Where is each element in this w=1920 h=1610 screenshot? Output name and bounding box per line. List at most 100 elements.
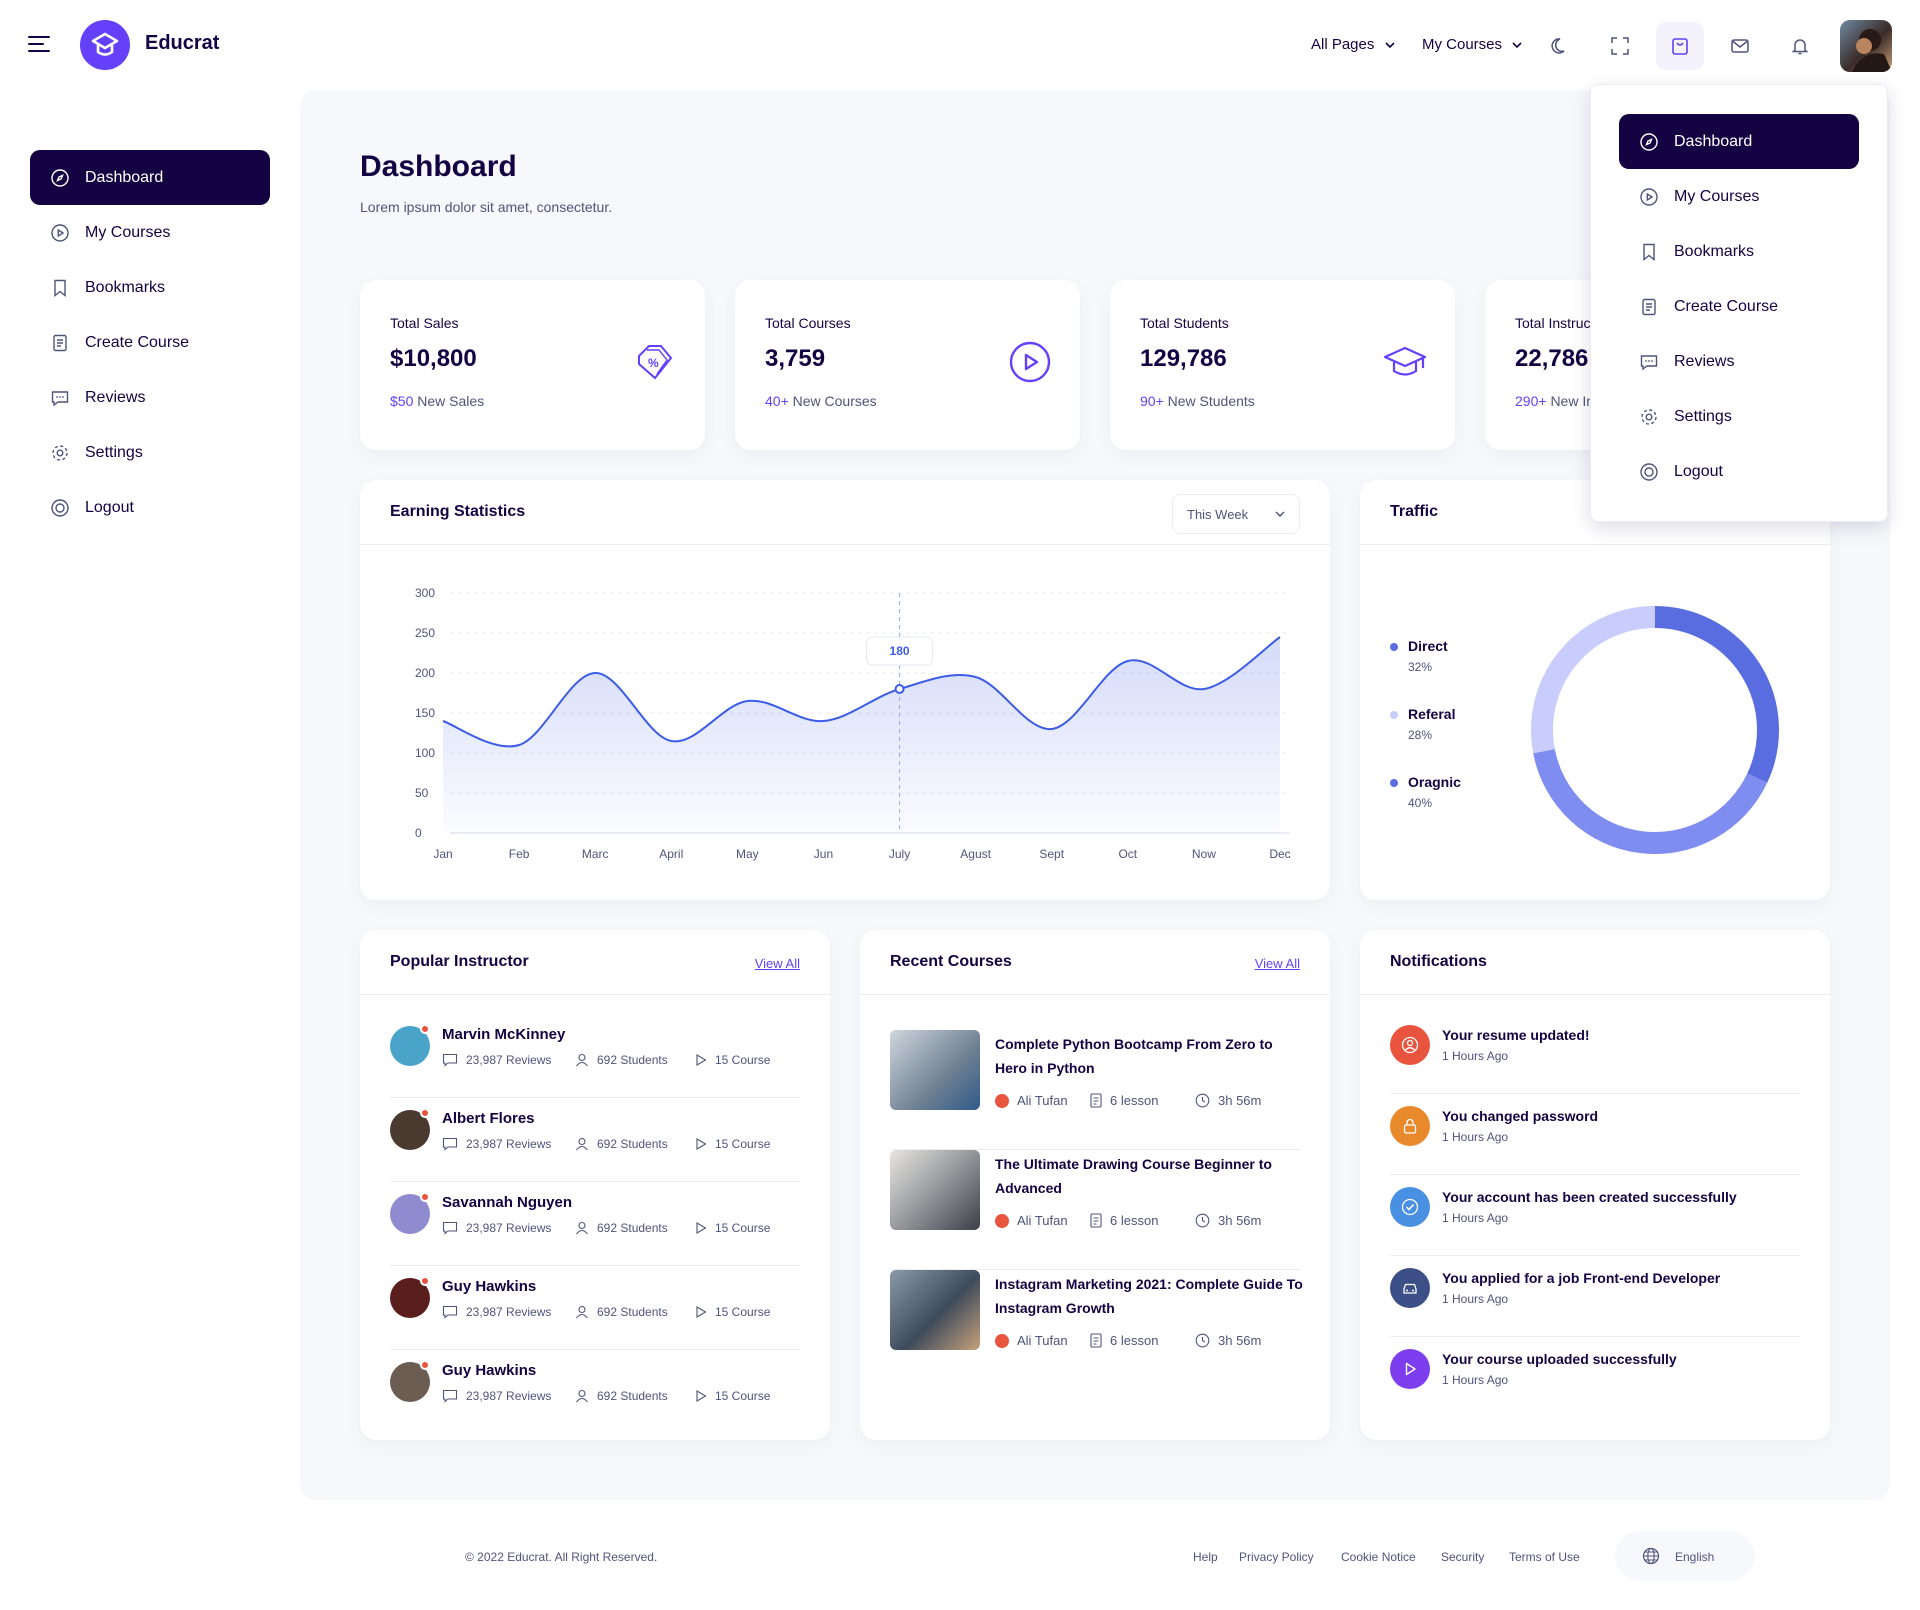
card-title: Popular Instructor (390, 953, 529, 970)
sidebar-item-settings[interactable]: Settings (30, 425, 270, 480)
user-avatar[interactable] (1840, 20, 1892, 72)
stat-card-total-students: Total Students 129,786 90+ New Students (1110, 280, 1455, 450)
sidebar-item-create-course[interactable]: Create Course (30, 315, 270, 370)
footer-link-help[interactable]: Help (1193, 1550, 1218, 1564)
dropdown-item-bookmarks[interactable]: Bookmarks (1619, 224, 1859, 279)
list-item[interactable]: Albert Flores 23,987 Reviews 692 Student… (390, 1098, 800, 1182)
chat-icon (442, 1053, 458, 1067)
nav-all-pages[interactable]: All Pages (1311, 36, 1395, 53)
y-tick-label: 300 (415, 586, 435, 600)
period-select-value: This Week (1187, 507, 1249, 522)
sidebar-item-logout[interactable]: Logout (30, 480, 270, 535)
instructors-view-all-link[interactable]: View All (754, 956, 800, 971)
list-item[interactable]: You applied for a job Front-end Develope… (1390, 1256, 1800, 1337)
cart-button[interactable] (1656, 22, 1704, 70)
footer-link-terms[interactable]: Terms of Use (1509, 1550, 1580, 1564)
reviews-text: 23,987 Reviews (466, 1053, 552, 1067)
legend-percent: 32% (1408, 660, 1433, 674)
list-item[interactable]: The Ultimate Drawing Course Beginner to … (890, 1150, 1300, 1270)
donut-slice-direct[interactable] (1654, 606, 1779, 783)
legend-dot (1390, 643, 1398, 651)
user-icon (576, 1137, 588, 1151)
dropdown-item-my-courses[interactable]: My Courses (1619, 169, 1859, 224)
chevron-down-icon (1512, 42, 1522, 49)
stat-label: Total Instructors (1515, 315, 1614, 331)
play-icon (696, 1306, 707, 1318)
footer-link-privacy[interactable]: Privacy Policy (1239, 1550, 1314, 1564)
lessons-text: 6 lesson (1110, 1093, 1159, 1108)
x-tick-label: April (659, 847, 683, 861)
play-icon (696, 1222, 707, 1234)
chat-icon (442, 1137, 458, 1151)
reviews-text: 23,987 Reviews (466, 1389, 552, 1403)
instructor-name: Albert Flores (442, 1110, 535, 1127)
highlight-point[interactable] (894, 684, 905, 694)
list-item[interactable]: Instagram Marketing 2021: Complete Guide… (890, 1270, 1303, 1390)
dropdown-item-reviews[interactable]: Reviews (1619, 334, 1859, 389)
traffic-card: Traffic Direct 32% Referal 28% Oragnic 4… (1360, 480, 1830, 900)
stat-value: 129,786 (1140, 345, 1227, 372)
dropdown-item-create-course[interactable]: Create Course (1619, 279, 1859, 334)
students-count: 692 Students (575, 1305, 668, 1319)
footer-link-cookie[interactable]: Cookie Notice (1341, 1550, 1416, 1564)
donut-slice-referal[interactable] (1531, 606, 1656, 754)
list-item[interactable]: Your course uploaded successfully 1 Hour… (1390, 1337, 1800, 1418)
author-name: Ali Tufan (1017, 1333, 1068, 1348)
nav-my-courses[interactable]: My Courses (1422, 36, 1522, 53)
course-duration: 3h 56m (1195, 1093, 1261, 1108)
messages-button[interactable] (1716, 22, 1764, 70)
sidebar-item-label: Create Course (85, 333, 190, 351)
reviews-count: 23,987 Reviews (442, 1305, 551, 1319)
y-tick-label: 50 (415, 786, 429, 800)
courses-view-all-link[interactable]: View All (1254, 956, 1300, 971)
brand-logo-icon[interactable] (80, 20, 130, 70)
language-selector[interactable]: English (1615, 1531, 1755, 1581)
donut-slice-oragnic[interactable] (1533, 748, 1768, 854)
reviews-count: 23,987 Reviews (442, 1389, 551, 1403)
students-count: 692 Students (575, 1137, 668, 1151)
list-item[interactable]: Guy Hawkins 23,987 Reviews 692 Students … (390, 1350, 800, 1434)
dark-mode-button[interactable] (1536, 22, 1584, 70)
fullscreen-button[interactable] (1596, 22, 1644, 70)
card-divider (360, 544, 1330, 545)
list-item[interactable]: You changed password 1 Hours Ago (1390, 1094, 1800, 1175)
sidebar-item-dashboard[interactable]: Dashboard (30, 150, 270, 205)
legend-name: Referal (1408, 706, 1456, 722)
document-icon (1090, 1093, 1102, 1108)
period-select[interactable]: This Week (1172, 494, 1300, 534)
brand-name[interactable]: Educrat (145, 32, 220, 54)
menu-toggle-icon[interactable] (28, 34, 52, 54)
legend-name: Oragnic (1408, 774, 1461, 790)
x-tick-label: Jan (433, 847, 452, 861)
stat-footnote: 40+ New Courses (765, 393, 877, 409)
list-item[interactable]: Marvin McKinney 23,987 Reviews 692 Stude… (390, 1014, 800, 1098)
car-icon (1403, 1283, 1417, 1294)
list-item[interactable]: Complete Python Bootcamp From Zero to He… (890, 1030, 1300, 1150)
author-name: Ali Tufan (1017, 1213, 1068, 1228)
x-tick-label: Dec (1269, 847, 1290, 861)
notification-title: You applied for a job Front-end Develope… (1442, 1270, 1721, 1286)
card-divider (1360, 994, 1830, 995)
sidebar-item-label: Logout (85, 498, 134, 516)
dropdown-item-label: Reviews (1674, 352, 1735, 370)
legend-percent: 40% (1408, 796, 1433, 810)
sidebar-item-my-courses[interactable]: My Courses (30, 205, 270, 260)
course-thumbnail (890, 1270, 980, 1350)
dropdown-item-logout[interactable]: Logout (1619, 444, 1859, 499)
stat-value: 3,759 (765, 345, 826, 372)
sidebar-item-reviews[interactable]: Reviews (30, 370, 270, 425)
card-title: Traffic (1390, 503, 1439, 520)
chat-icon (442, 1389, 458, 1403)
list-item[interactable]: Your resume updated! 1 Hours Ago (1390, 1013, 1800, 1094)
list-item[interactable]: Guy Hawkins 23,987 Reviews 692 Students … (390, 1266, 800, 1350)
dropdown-item-dashboard[interactable]: Dashboard (1619, 114, 1859, 169)
notifications-button[interactable] (1776, 22, 1824, 70)
sidebar-item-bookmarks[interactable]: Bookmarks (30, 260, 270, 315)
reviews-text: 23,987 Reviews (466, 1221, 552, 1235)
dropdown-item-settings[interactable]: Settings (1619, 389, 1859, 444)
footer-link-security[interactable]: Security (1441, 1550, 1485, 1564)
list-item[interactable]: Your account has been created successful… (1390, 1175, 1800, 1256)
list-item[interactable]: Savannah Nguyen 23,987 Reviews 692 Stude… (390, 1182, 800, 1266)
instructor-name: Savannah Nguyen (442, 1194, 573, 1211)
nav-all-pages-label: All Pages (1311, 36, 1375, 53)
